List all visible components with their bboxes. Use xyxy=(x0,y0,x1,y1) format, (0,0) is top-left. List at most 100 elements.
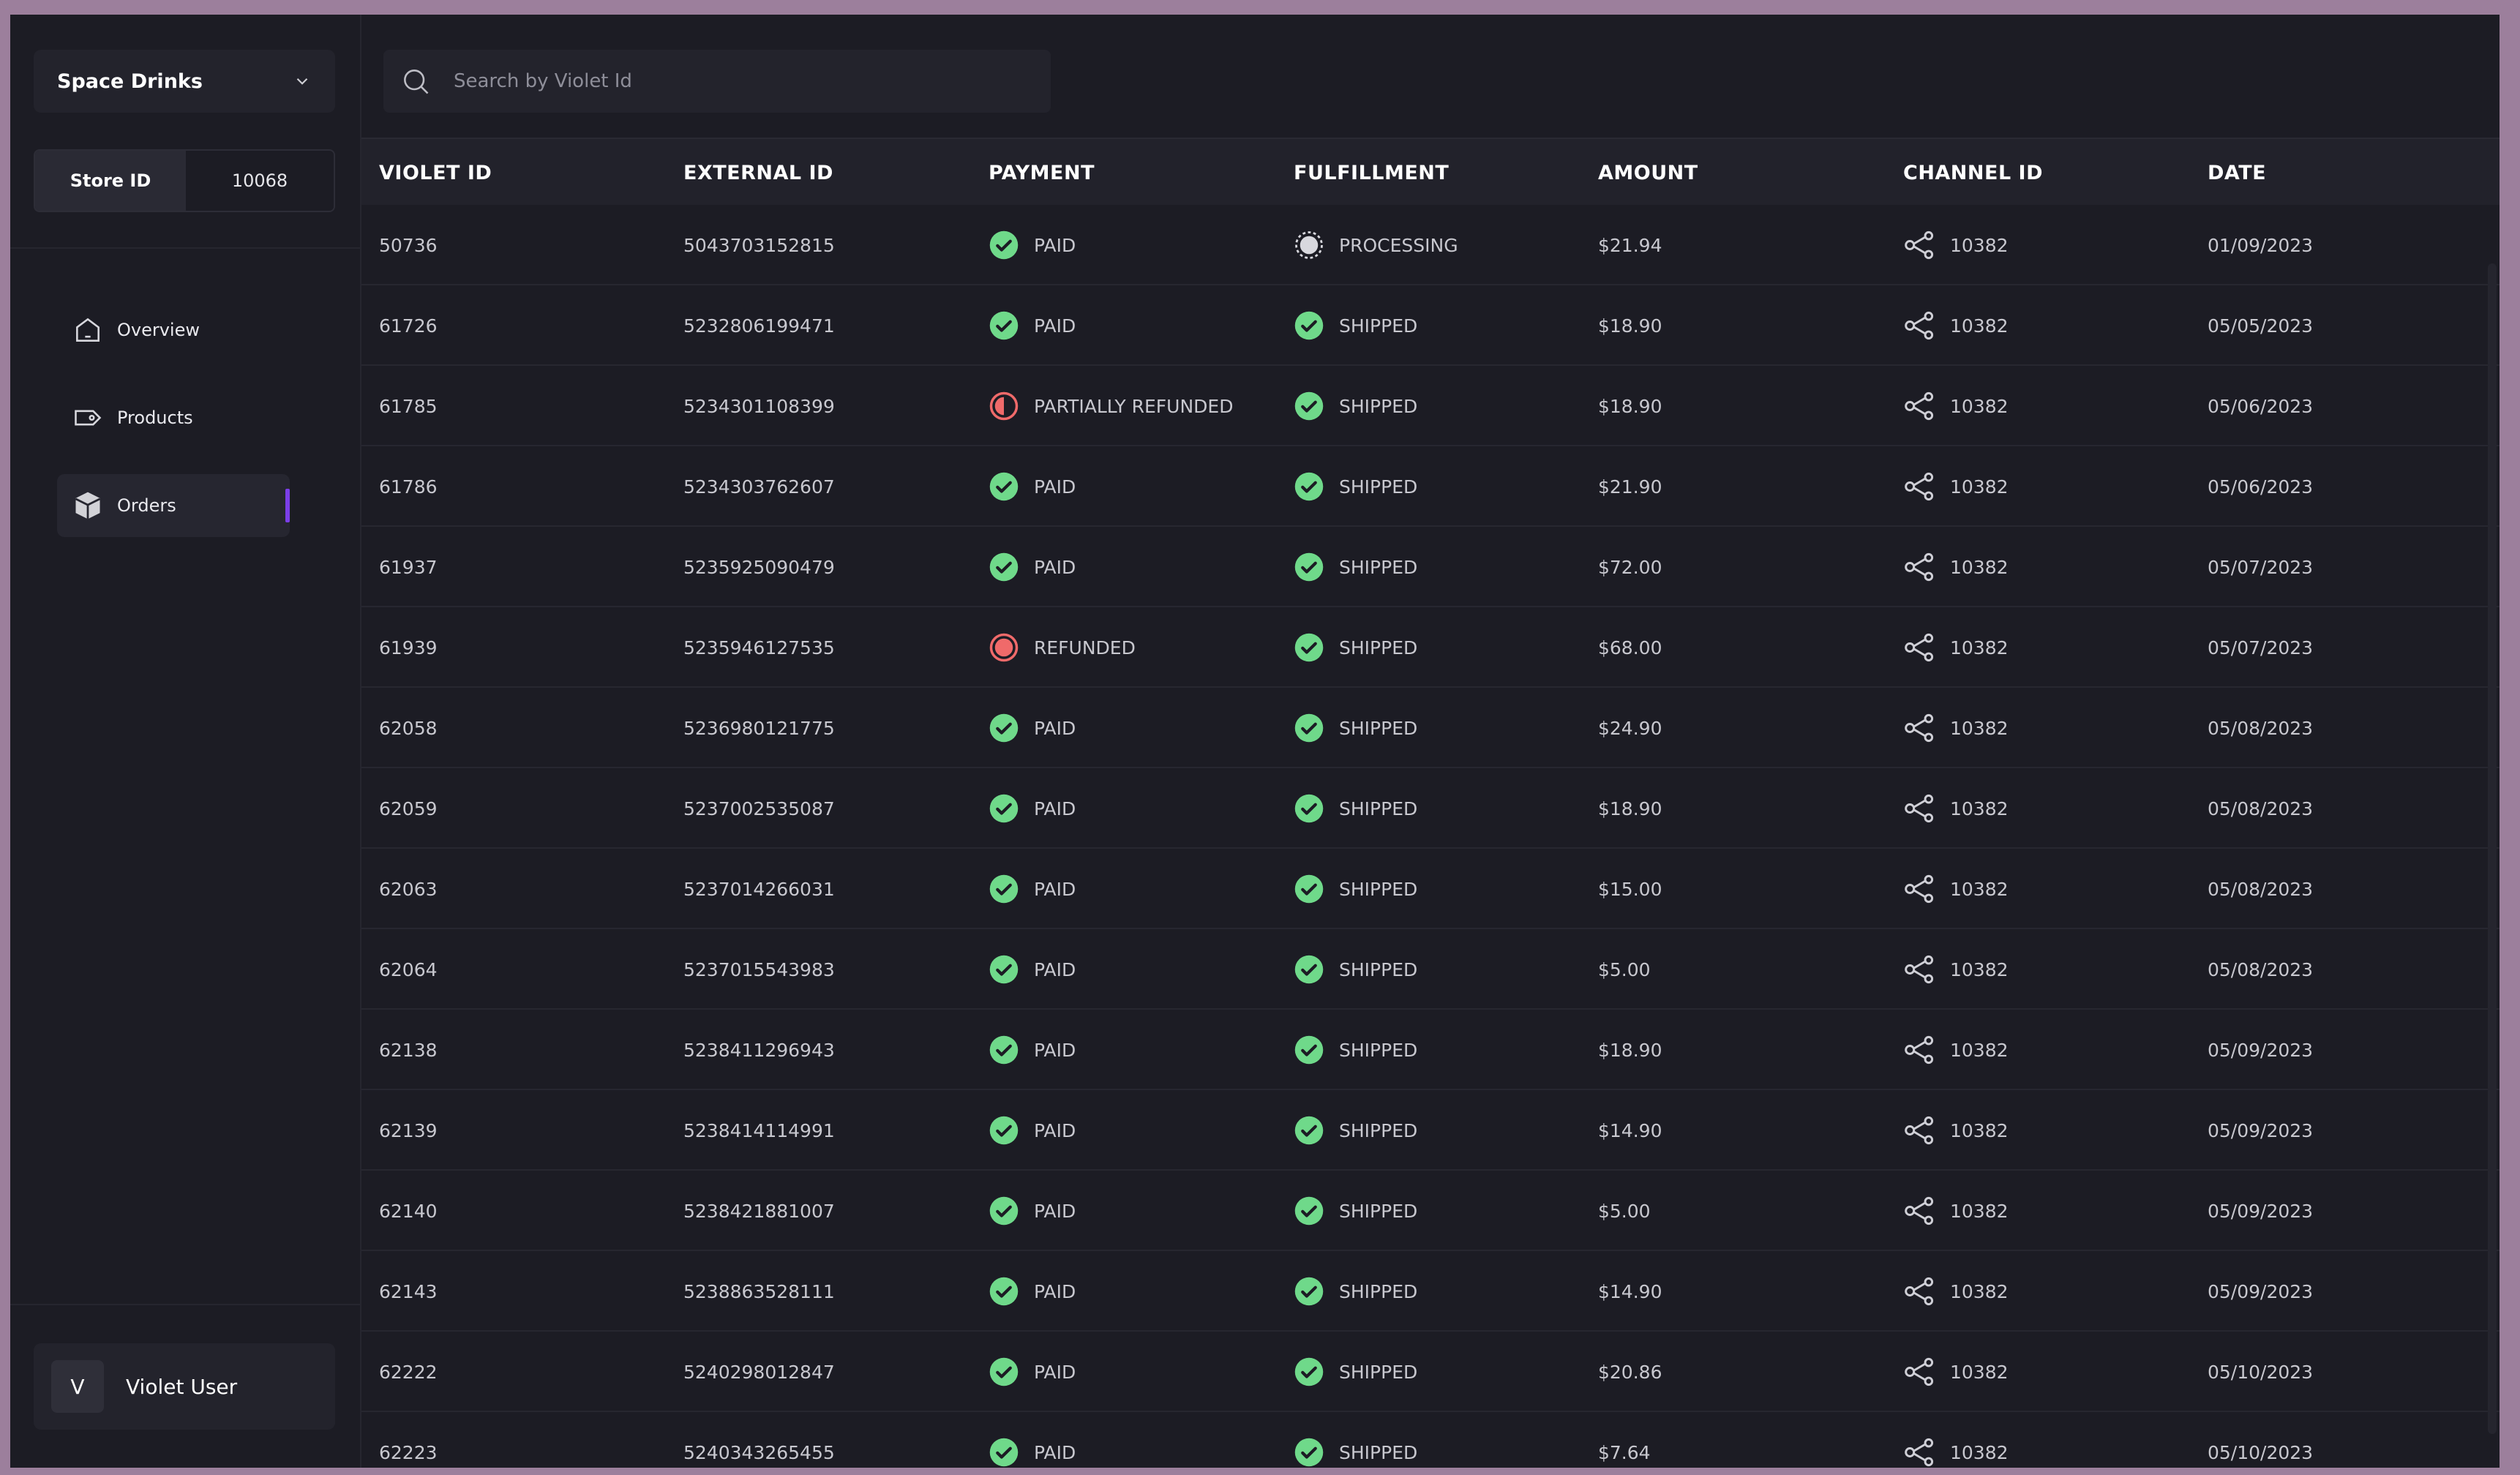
cell-payment-text: PAID xyxy=(1034,958,1076,980)
table-row[interactable]: 61726 5232806199471 PAID SHIPPED $18.90 10382… xyxy=(361,285,2500,366)
cell-fulfillment: SHIPPED xyxy=(1294,527,1417,607)
cell-fulfillment-text: SHIPPED xyxy=(1339,797,1418,819)
table-row[interactable]: 62059 5237002535087 PAID SHIPPED $18.90 10382… xyxy=(361,768,2500,849)
table-row[interactable]: 62223 5240343265455 PAID SHIPPED $7.64 10382 0… xyxy=(361,1412,2500,1468)
home-icon xyxy=(76,318,100,342)
table-row[interactable]: 62063 5237014266031 PAID SHIPPED $15.00 10382… xyxy=(361,849,2500,929)
cell-amount-text: $18.90 xyxy=(1598,1039,1662,1061)
search-input[interactable] xyxy=(452,70,1051,93)
app-window: Space Drinks Store ID 10068 Overview Pro… xyxy=(10,15,2500,1468)
cell-violet-id: 62059 xyxy=(379,768,438,849)
nav-item-overview[interactable]: Overview xyxy=(57,299,290,361)
cell-channel-id-text: 10382 xyxy=(1950,395,2009,417)
cell-amount: $20.86 xyxy=(1598,1332,1662,1412)
cell-violet-id-text: 62058 xyxy=(379,717,438,739)
cell-amount-text: $21.94 xyxy=(1598,234,1662,256)
cell-channel-id: 10382 xyxy=(1903,446,2009,527)
user-menu[interactable]: V Violet User xyxy=(34,1343,335,1430)
cell-channel-id-text: 10382 xyxy=(1950,878,2009,900)
column-header-fulfillment[interactable]: FULFILLMENT xyxy=(1294,161,1450,184)
chevron-down-icon xyxy=(296,78,308,85)
table-row[interactable]: 62064 5237015543983 PAID SHIPPED $5.00 10382 0… xyxy=(361,929,2500,1010)
cell-amount-text: $14.90 xyxy=(1598,1280,1662,1302)
check-circle-icon xyxy=(989,955,1019,984)
column-header-channel-id[interactable]: CHANNEL ID xyxy=(1903,161,2044,184)
nav-item-orders[interactable]: Orders xyxy=(57,474,290,537)
check-circle-icon xyxy=(1294,794,1324,823)
column-header-date[interactable]: DATE xyxy=(2208,161,2267,184)
cell-channel-id: 10382 xyxy=(1903,1171,2009,1251)
cell-fulfillment: SHIPPED xyxy=(1294,1090,1417,1171)
cell-amount-text: $20.86 xyxy=(1598,1361,1662,1383)
cell-fulfillment-text: SHIPPED xyxy=(1339,1361,1418,1383)
cell-violet-id: 50736 xyxy=(379,205,438,285)
cell-date: 05/10/2023 xyxy=(2208,1332,2313,1412)
channel-share-icon xyxy=(1905,391,1934,421)
table-row[interactable]: 61785 5234301108399 PARTIALLY REFUNDED SHIP… xyxy=(361,366,2500,446)
table-row[interactable]: 62139 5238414114991 PAID SHIPPED $14.90 10382… xyxy=(361,1090,2500,1171)
cell-violet-id-text: 62059 xyxy=(379,797,438,819)
cell-channel-id: 10382 xyxy=(1903,1010,2009,1090)
cell-amount: $5.00 xyxy=(1598,929,1651,1010)
cell-payment: REFUNDED xyxy=(989,607,1136,688)
cell-date-text: 05/05/2023 xyxy=(2208,315,2314,337)
check-circle-icon xyxy=(989,1035,1019,1065)
cell-violet-id: 61726 xyxy=(379,285,438,366)
check-circle-icon xyxy=(989,472,1019,501)
nav-item-products[interactable]: Products xyxy=(57,386,290,449)
cell-external-id: 5238414114991 xyxy=(683,1090,835,1171)
check-circle-icon xyxy=(989,1116,1019,1145)
channel-share-icon xyxy=(1905,1035,1934,1065)
cell-channel-id: 10382 xyxy=(1903,1251,2009,1332)
cell-channel-id-text: 10382 xyxy=(1950,476,2009,498)
cell-violet-id: 61785 xyxy=(379,366,438,446)
cell-payment: PAID xyxy=(989,285,1076,366)
cell-external-id-text: 5238863528111 xyxy=(683,1280,835,1302)
table-row[interactable]: 62222 5240298012847 PAID SHIPPED $20.86 10382… xyxy=(361,1332,2500,1412)
user-name: Violet User xyxy=(126,1374,238,1399)
table-row[interactable]: 61937 5235925090479 PAID SHIPPED $72.00 10382… xyxy=(361,527,2500,607)
nav-item-label: Products xyxy=(117,408,193,428)
cell-violet-id-text: 61937 xyxy=(379,556,438,578)
table-row[interactable]: 62138 5238411296943 PAID SHIPPED $18.90 10382… xyxy=(361,1010,2500,1090)
cell-violet-id: 62139 xyxy=(379,1090,438,1171)
table-row[interactable]: 62143 5238863528111 PAID SHIPPED $14.90 10382… xyxy=(361,1251,2500,1332)
cell-external-id-text: 5237015543983 xyxy=(683,958,835,980)
cell-external-id: 5232806199471 xyxy=(683,285,835,366)
cell-date-text: 05/06/2023 xyxy=(2208,476,2314,498)
column-header-payment[interactable]: PAYMENT xyxy=(989,161,1095,184)
cell-payment: PAID xyxy=(989,929,1076,1010)
table-row[interactable]: 61786 5234303762607 PAID SHIPPED $21.90 10382… xyxy=(361,446,2500,527)
cell-external-id-text: 5236980121775 xyxy=(683,717,835,739)
cell-violet-id-text: 61786 xyxy=(379,476,438,498)
cell-external-id-text: 5237014266031 xyxy=(683,878,835,900)
cell-amount: $14.90 xyxy=(1598,1090,1662,1171)
search-icon xyxy=(404,70,429,94)
nav-item-label: Overview xyxy=(117,320,200,340)
table-row[interactable]: 50736 5043703152815 PAID PROCESSING $21.94 10… xyxy=(361,205,2500,285)
table-row[interactable]: 62140 5238421881007 PAID SHIPPED $5.00 10382 0… xyxy=(361,1171,2500,1251)
cell-date: 05/09/2023 xyxy=(2208,1171,2313,1251)
cell-channel-id-text: 10382 xyxy=(1950,1119,2009,1141)
cell-fulfillment: SHIPPED xyxy=(1294,1251,1417,1332)
cell-payment-text: PAID xyxy=(1034,476,1076,498)
cell-channel-id: 10382 xyxy=(1903,607,2009,688)
cell-payment: PAID xyxy=(989,1412,1076,1468)
channel-share-icon xyxy=(1905,1196,1934,1226)
scrollbar[interactable] xyxy=(2488,263,2497,1434)
table-row[interactable]: 61939 5235946127535 REFUNDED SHIPPED $68.00 1… xyxy=(361,607,2500,688)
channel-share-icon xyxy=(1905,1277,1934,1306)
cell-fulfillment: SHIPPED xyxy=(1294,446,1417,527)
cell-amount: $5.00 xyxy=(1598,1171,1651,1251)
cell-amount-text: $18.90 xyxy=(1598,797,1662,819)
check-circle-icon xyxy=(989,311,1019,340)
column-header-external-id[interactable]: EXTERNAL ID xyxy=(683,161,833,184)
cell-amount-text: $5.00 xyxy=(1598,958,1651,980)
cell-fulfillment-text: SHIPPED xyxy=(1339,395,1418,417)
column-header-amount[interactable]: AMOUNT xyxy=(1598,161,1698,184)
cell-payment: PAID xyxy=(989,1090,1076,1171)
cell-violet-id-text: 62138 xyxy=(379,1039,438,1061)
store-selector[interactable]: Space Drinks xyxy=(34,50,335,113)
table-row[interactable]: 62058 5236980121775 PAID SHIPPED $24.90 10382… xyxy=(361,688,2500,768)
column-header-violet-id[interactable]: VIOLET ID xyxy=(379,161,492,184)
